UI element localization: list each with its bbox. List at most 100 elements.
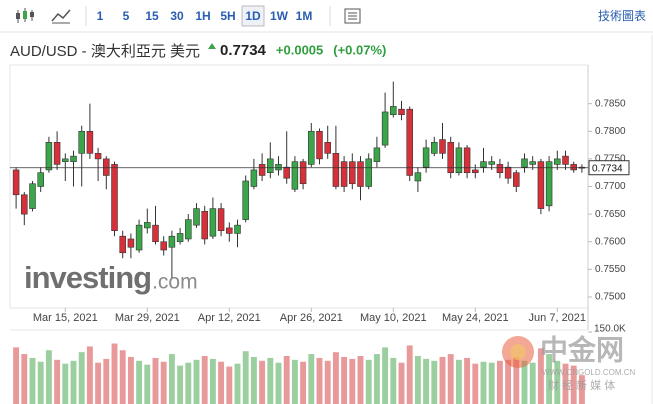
- candle-body: [406, 108, 413, 176]
- volume-bar: [21, 354, 28, 404]
- candle-body: [168, 235, 176, 248]
- interval-button[interactable]: 5: [123, 9, 130, 23]
- candle-body: [135, 224, 143, 251]
- interval-button[interactable]: 1D: [245, 9, 261, 23]
- candle-body: [127, 238, 135, 248]
- volume-bar: [234, 363, 241, 404]
- candle-body: [373, 147, 381, 162]
- y-tick-label: 0.7550: [595, 264, 626, 275]
- candle-body: [562, 155, 569, 165]
- volume-bar: [324, 360, 331, 404]
- volume-bar: [341, 356, 348, 404]
- candle-body: [86, 130, 94, 154]
- volume-bar: [144, 364, 151, 404]
- volume-bar: [86, 346, 93, 404]
- candle-body: [70, 155, 77, 162]
- y-tick-label: 0.7600: [595, 236, 626, 247]
- volume-bar: [177, 365, 184, 404]
- candle-body: [431, 142, 438, 154]
- candle-body: [570, 164, 577, 171]
- volume-bar: [308, 354, 315, 404]
- candle-body: [422, 147, 430, 168]
- volume-bar: [209, 358, 216, 404]
- candle-body: [488, 161, 495, 165]
- volume-bar: [168, 354, 175, 404]
- volume-bar: [45, 350, 52, 404]
- interval-button[interactable]: 5H: [220, 9, 235, 23]
- volume-bar: [136, 360, 143, 404]
- candle-body: [111, 164, 118, 231]
- volume-bar: [439, 356, 446, 404]
- y-tick-label: 0.7650: [595, 209, 626, 220]
- volume-bar: [259, 360, 266, 404]
- volume-bar: [29, 357, 36, 404]
- candle-body: [103, 158, 110, 176]
- volume-bar: [95, 362, 102, 404]
- candle-body: [299, 161, 307, 185]
- candle-body: [365, 158, 372, 187]
- candle-body: [217, 208, 225, 231]
- volume-bar: [218, 361, 225, 404]
- watermark-cngold: 中金网: [540, 333, 624, 365]
- line-icon[interactable]: [51, 9, 71, 22]
- volume-bar: [250, 356, 257, 404]
- volume-bar: [62, 363, 69, 404]
- volume-bar: [398, 362, 405, 404]
- volume-bar: [496, 360, 503, 404]
- candle-body: [390, 106, 397, 116]
- volume-bar: [111, 343, 118, 404]
- volume-bar: [357, 356, 364, 404]
- interval-button[interactable]: 1: [97, 9, 104, 23]
- candle-body: [357, 161, 364, 187]
- candle-body: [21, 194, 28, 215]
- volume-bar: [242, 351, 249, 404]
- x-tick-label: May 24, 2021: [442, 312, 509, 324]
- last-price: 0.7734: [220, 42, 267, 59]
- volume-bar: [103, 358, 110, 404]
- candle-body: [275, 164, 282, 171]
- volume-bar: [70, 360, 77, 404]
- candle-body: [94, 153, 102, 160]
- interval-button[interactable]: 1H: [195, 9, 210, 23]
- volume-bar: [390, 357, 397, 404]
- candle-body: [209, 208, 217, 237]
- interval-button[interactable]: 1W: [270, 9, 289, 23]
- x-tick-label: Mar 29, 2021: [115, 312, 180, 324]
- candle-body: [201, 211, 208, 240]
- interval-button[interactable]: 30: [170, 9, 184, 23]
- volume-bar: [546, 354, 553, 404]
- candle-body: [226, 227, 233, 234]
- interval-button[interactable]: 15: [145, 9, 159, 23]
- volume-bar: [226, 366, 233, 404]
- candle-body: [316, 130, 323, 160]
- x-tick-label: Mar 15, 2021: [33, 312, 98, 324]
- tech-chart-link[interactable]: 技術圖表: [598, 9, 646, 23]
- y-tick-label: 0.7700: [595, 181, 626, 192]
- candle-body: [29, 183, 36, 209]
- x-tick-label: Apr 12, 2021: [198, 312, 261, 324]
- candle-body: [472, 169, 479, 173]
- candle-body: [545, 161, 553, 207]
- candle-body: [308, 130, 315, 165]
- candle-icon[interactable]: [16, 8, 34, 23]
- volume-bar: [316, 357, 323, 404]
- volume-bar: [480, 361, 487, 404]
- volume-bar: [193, 359, 200, 404]
- interval-selected: [241, 5, 265, 27]
- candle-body: [78, 130, 85, 154]
- x-tick-label: May 10, 2021: [360, 312, 427, 324]
- price-change-pct: (+0.07%): [333, 42, 386, 57]
- pair-title: AUD/USD - 澳大利亞元 美元: [10, 43, 200, 60]
- volume-bar: [267, 357, 274, 404]
- volume-bar: [472, 363, 479, 404]
- volume-bar: [349, 358, 356, 404]
- interval-button[interactable]: 1M: [296, 9, 313, 23]
- cngold-logo-inner: [510, 344, 526, 360]
- settings-icon[interactable]: [344, 8, 361, 24]
- last-price-box: [588, 160, 630, 176]
- volume-bar: [78, 352, 85, 404]
- candle-body: [504, 166, 512, 179]
- candle-body: [291, 161, 299, 190]
- volume-bar: [152, 357, 159, 404]
- candle-body: [521, 158, 528, 168]
